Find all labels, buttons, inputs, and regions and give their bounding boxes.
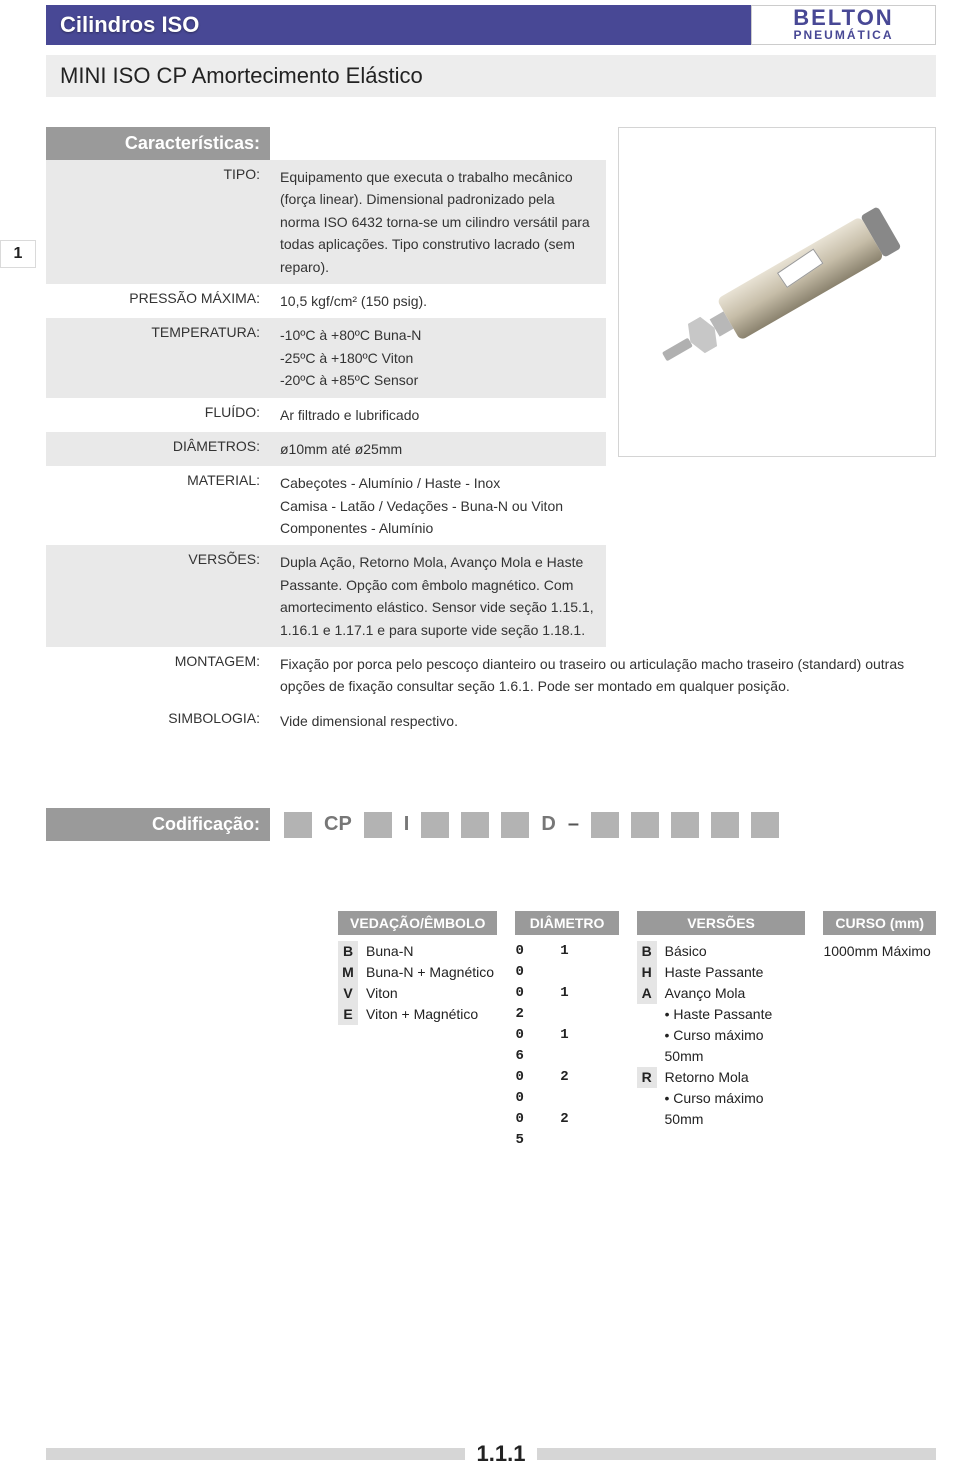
spec-label: SIMBOLOGIA: xyxy=(46,704,270,738)
side-page-tab: 1 xyxy=(0,240,36,268)
page-header: Cilindros ISO BELTON PNEUMÁTICA xyxy=(46,5,936,45)
logo-line2: PNEUMÁTICA xyxy=(794,28,894,42)
spec-label: TIPO: xyxy=(46,160,270,284)
legend-stroke: CURSO (mm) 1000mm Máximo xyxy=(823,911,936,1151)
legend-versions: VERSÕES BBásicoHHaste PassanteAAvanço Mo… xyxy=(637,911,806,1151)
spec-value: Vide dimensional respectivo. xyxy=(270,704,936,738)
page-number: 1.1.1 xyxy=(477,1441,526,1467)
header-title: Cilindros ISO xyxy=(60,12,199,38)
legend-curso-text: 1000mm Máximo xyxy=(823,941,936,962)
spec-label: VERSÕES: xyxy=(46,545,270,647)
spec-value: Fixação por porca pelo pescoço dianteiro… xyxy=(270,647,936,704)
spec-value: Dupla Ação, Retorno Mola, Avanço Mola e … xyxy=(270,545,606,647)
logo-line1: BELTON xyxy=(793,8,893,28)
spec-label: DIÂMETROS: xyxy=(46,432,270,466)
brand-logo: BELTON PNEUMÁTICA xyxy=(751,5,936,45)
spec-value: Equipamento que executa o trabalho mecân… xyxy=(270,160,606,284)
cylinder-illustration xyxy=(637,179,917,404)
legend-seal: VEDAÇÃO/ÊMBOLO BBuna-NMBuna-N + Magnétic… xyxy=(338,911,497,1151)
spec-value: ø10mm até ø25mm xyxy=(270,432,606,466)
spec-label: MATERIAL: xyxy=(46,466,270,545)
subtitle: MINI ISO CP Amortecimento Elástico xyxy=(46,55,936,97)
section-characteristics: Características: xyxy=(46,127,270,160)
legend-vers-head: VERSÕES xyxy=(637,911,806,935)
spec-value: -10ºC à +80ºC Buna-N-25ºC à +180ºC Viton… xyxy=(270,318,606,397)
spec-label: PRESSÃO MÁXIMA: xyxy=(46,284,270,318)
spec-value: Cabeçotes - Alumínio / Haste - InoxCamis… xyxy=(270,466,606,545)
spec-label: TEMPERATURA: xyxy=(46,318,270,397)
legend-diameter: DIÂMETRO 0 1 00 1 20 1 60 2 00 2 5 xyxy=(515,911,618,1151)
spec-label: MONTAGEM: xyxy=(46,647,270,704)
section-codification: Codificação: xyxy=(46,808,270,841)
legend-seal-head: VEDAÇÃO/ÊMBOLO xyxy=(338,911,497,935)
codification-boxes: CP I D– xyxy=(284,812,779,838)
spec-value: Ar filtrado e lubrificado xyxy=(270,398,606,432)
spec-value: 10,5 kgf/cm² (150 psig). xyxy=(270,284,606,318)
legend-curso-head: CURSO (mm) xyxy=(823,911,936,935)
page-footer: 1.1.1 xyxy=(46,1441,936,1481)
legend-diam-head: DIÂMETRO xyxy=(515,911,618,935)
spec-label: FLUÍDO: xyxy=(46,398,270,432)
product-image xyxy=(618,127,936,457)
